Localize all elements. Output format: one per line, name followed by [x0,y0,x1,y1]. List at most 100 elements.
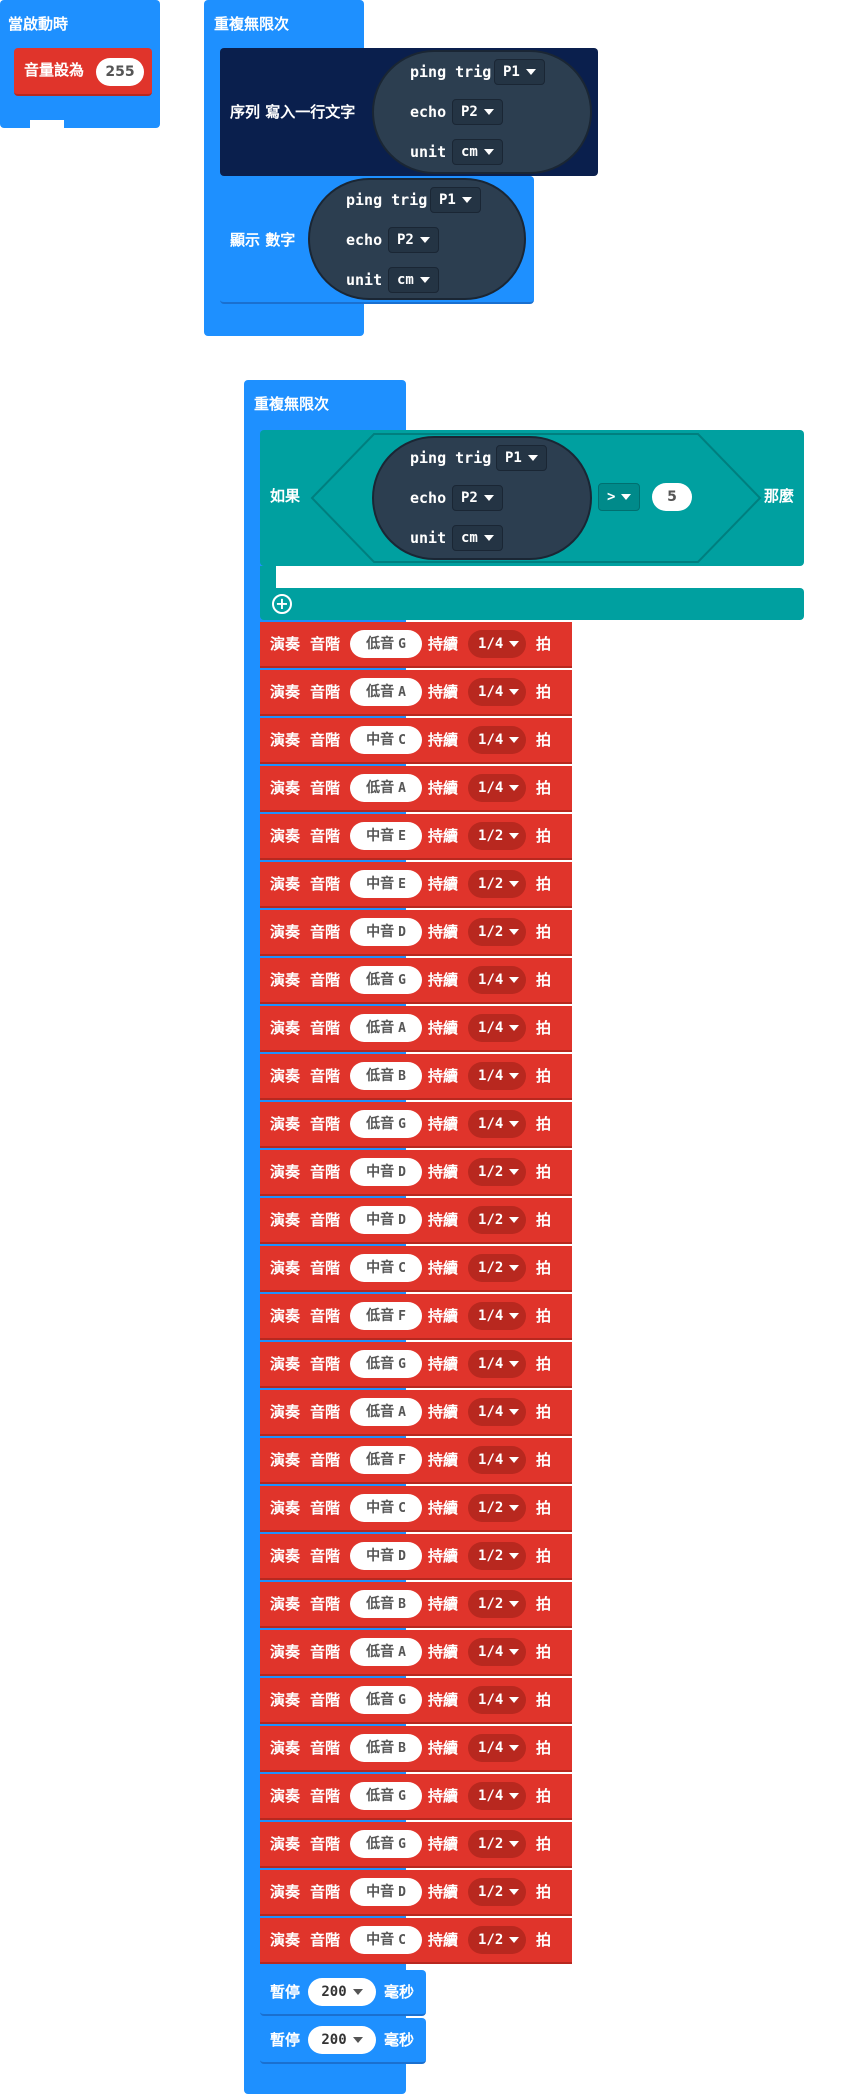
play-tone-block[interactable]: 演奏 音階 中音 D 持續 1/2 拍 [260,1534,572,1580]
note-picker[interactable]: 中音 E [350,870,422,898]
compare-value-input[interactable]: 5 [652,483,692,511]
note-picker[interactable]: 低音 F [350,1302,422,1330]
echo-pin-dropdown[interactable]: P2 [388,227,439,253]
beat-dropdown[interactable]: 1/4 [468,1686,526,1714]
beat-dropdown[interactable]: 1/4 [468,774,526,802]
beat-dropdown[interactable]: 1/2 [468,870,526,898]
play-tone-block[interactable]: 演奏 音階 低音 G 持續 1/4 拍 [260,1342,572,1388]
trig-pin-dropdown[interactable]: P1 [496,445,547,471]
note-picker[interactable]: 低音 G [350,1686,422,1714]
note-picker[interactable]: 低音 B [350,1590,422,1618]
note-picker[interactable]: 中音 C [350,726,422,754]
beat-dropdown[interactable]: 1/4 [468,1014,526,1042]
play-tone-block[interactable]: 演奏 音階 中音 C 持續 1/2 拍 [260,1918,572,1964]
play-tone-block[interactable]: 演奏 音階 中音 D 持續 1/2 拍 [260,910,572,956]
pause-block[interactable]: 暫停 200 毫秒 [260,1970,426,2016]
echo-pin-dropdown[interactable]: P2 [452,485,503,511]
note-picker[interactable]: 低音 G [350,630,422,658]
beat-dropdown[interactable]: 1/4 [468,1110,526,1138]
note-picker[interactable]: 低音 A [350,678,422,706]
beat-dropdown[interactable]: 1/2 [468,1590,526,1618]
beat-dropdown[interactable]: 1/2 [468,918,526,946]
beat-dropdown[interactable]: 1/2 [468,1830,526,1858]
echo-pin-dropdown[interactable]: P2 [452,99,503,125]
beat-dropdown[interactable]: 1/4 [468,726,526,754]
beat-dropdown[interactable]: 1/2 [468,1494,526,1522]
play-tone-block[interactable]: 演奏 音階 低音 A 持續 1/4 拍 [260,670,572,716]
play-tone-block[interactable]: 演奏 音階 低音 B 持續 1/2 拍 [260,1582,572,1628]
add-else-icon[interactable]: + [272,594,292,614]
play-tone-block[interactable]: 演奏 音階 低音 G 持續 1/4 拍 [260,1774,572,1820]
note-picker[interactable]: 中音 D [350,1206,422,1234]
note-picker[interactable]: 低音 G [350,1350,422,1378]
beat-dropdown[interactable]: 1/4 [468,1062,526,1090]
beat-dropdown[interactable]: 1/4 [468,1350,526,1378]
note-picker[interactable]: 低音 A [350,1398,422,1426]
note-picker[interactable]: 中音 E [350,822,422,850]
beat-dropdown[interactable]: 1/4 [468,678,526,706]
note-picker[interactable]: 中音 D [350,1158,422,1186]
play-tone-block[interactable]: 演奏 音階 中音 C 持續 1/2 拍 [260,1486,572,1532]
play-tone-block[interactable]: 演奏 音階 中音 D 持續 1/2 拍 [260,1198,572,1244]
beat-dropdown[interactable]: 1/4 [468,1302,526,1330]
operator-dropdown[interactable]: > [598,483,641,511]
play-tone-block[interactable]: 演奏 音階 中音 C 持續 1/4 拍 [260,718,572,764]
beat-dropdown[interactable]: 1/4 [468,1782,526,1810]
trig-pin-dropdown[interactable]: P1 [494,59,545,85]
beat-dropdown[interactable]: 1/4 [468,966,526,994]
unit-dropdown[interactable]: cm [452,525,503,551]
play-tone-block[interactable]: 演奏 音階 低音 A 持續 1/4 拍 [260,1006,572,1052]
note-picker[interactable]: 低音 G [350,1782,422,1810]
play-tone-block[interactable]: 演奏 音階 低音 A 持續 1/4 拍 [260,1630,572,1676]
note-picker[interactable]: 低音 G [350,966,422,994]
play-tone-block[interactable]: 演奏 音階 中音 C 持續 1/2 拍 [260,1246,572,1292]
play-tone-block[interactable]: 演奏 音階 低音 G 持續 1/4 拍 [260,622,572,668]
note-picker[interactable]: 低音 B [350,1062,422,1090]
note-picker[interactable]: 低音 G [350,1110,422,1138]
play-tone-block[interactable]: 演奏 音階 低音 F 持續 1/4 拍 [260,1294,572,1340]
beat-dropdown[interactable]: 1/2 [468,1158,526,1186]
beat-dropdown[interactable]: 1/4 [468,630,526,658]
note-picker[interactable]: 中音 C [350,1254,422,1282]
volume-value-input[interactable]: 255 [96,58,144,86]
note-picker[interactable]: 中音 C [350,1494,422,1522]
play-tone-block[interactable]: 演奏 音階 低音 G 持續 1/2 拍 [260,1822,572,1868]
beat-dropdown[interactable]: 1/2 [468,1926,526,1954]
beat-dropdown[interactable]: 1/4 [468,1446,526,1474]
play-tone-block[interactable]: 演奏 音階 低音 F 持續 1/4 拍 [260,1438,572,1484]
beat-dropdown[interactable]: 1/2 [468,822,526,850]
beat-dropdown[interactable]: 1/2 [468,1254,526,1282]
pause-block[interactable]: 暫停 200 毫秒 [260,2018,426,2064]
beat-dropdown[interactable]: 1/4 [468,1398,526,1426]
play-tone-block[interactable]: 演奏 音階 低音 A 持續 1/4 拍 [260,766,572,812]
note-picker[interactable]: 低音 A [350,774,422,802]
note-picker[interactable]: 中音 D [350,1542,422,1570]
beat-dropdown[interactable]: 1/2 [468,1878,526,1906]
pause-duration-dropdown[interactable]: 200 [308,1978,376,2006]
note-picker[interactable]: 低音 G [350,1830,422,1858]
beat-dropdown[interactable]: 1/2 [468,1206,526,1234]
play-tone-block[interactable]: 演奏 音階 低音 G 持續 1/4 拍 [260,1678,572,1724]
unit-dropdown[interactable]: cm [388,267,439,293]
play-tone-block[interactable]: 演奏 音階 中音 E 持續 1/2 拍 [260,814,572,860]
play-tone-block[interactable]: 演奏 音階 中音 D 持續 1/2 拍 [260,1150,572,1196]
note-picker[interactable]: 低音 A [350,1014,422,1042]
pause-duration-dropdown[interactable]: 200 [308,2026,376,2054]
note-picker[interactable]: 中音 D [350,1878,422,1906]
beat-dropdown[interactable]: 1/4 [468,1638,526,1666]
play-tone-block[interactable]: 演奏 音階 低音 G 持續 1/4 拍 [260,958,572,1004]
play-tone-block[interactable]: 演奏 音階 低音 B 持續 1/4 拍 [260,1726,572,1772]
note-picker[interactable]: 低音 F [350,1446,422,1474]
note-picker[interactable]: 低音 A [350,1638,422,1666]
play-tone-block[interactable]: 演奏 音階 低音 B 持續 1/4 拍 [260,1054,572,1100]
trig-pin-dropdown[interactable]: P1 [430,187,481,213]
play-tone-block[interactable]: 演奏 音階 中音 E 持續 1/2 拍 [260,862,572,908]
play-tone-block[interactable]: 演奏 音階 低音 A 持續 1/4 拍 [260,1390,572,1436]
play-tone-block[interactable]: 演奏 音階 中音 D 持續 1/2 拍 [260,1870,572,1916]
note-picker[interactable]: 低音 B [350,1734,422,1762]
note-picker[interactable]: 中音 C [350,1926,422,1954]
play-tone-block[interactable]: 演奏 音階 低音 G 持續 1/4 拍 [260,1102,572,1148]
note-picker[interactable]: 中音 D [350,918,422,946]
beat-dropdown[interactable]: 1/4 [468,1734,526,1762]
beat-dropdown[interactable]: 1/2 [468,1542,526,1570]
